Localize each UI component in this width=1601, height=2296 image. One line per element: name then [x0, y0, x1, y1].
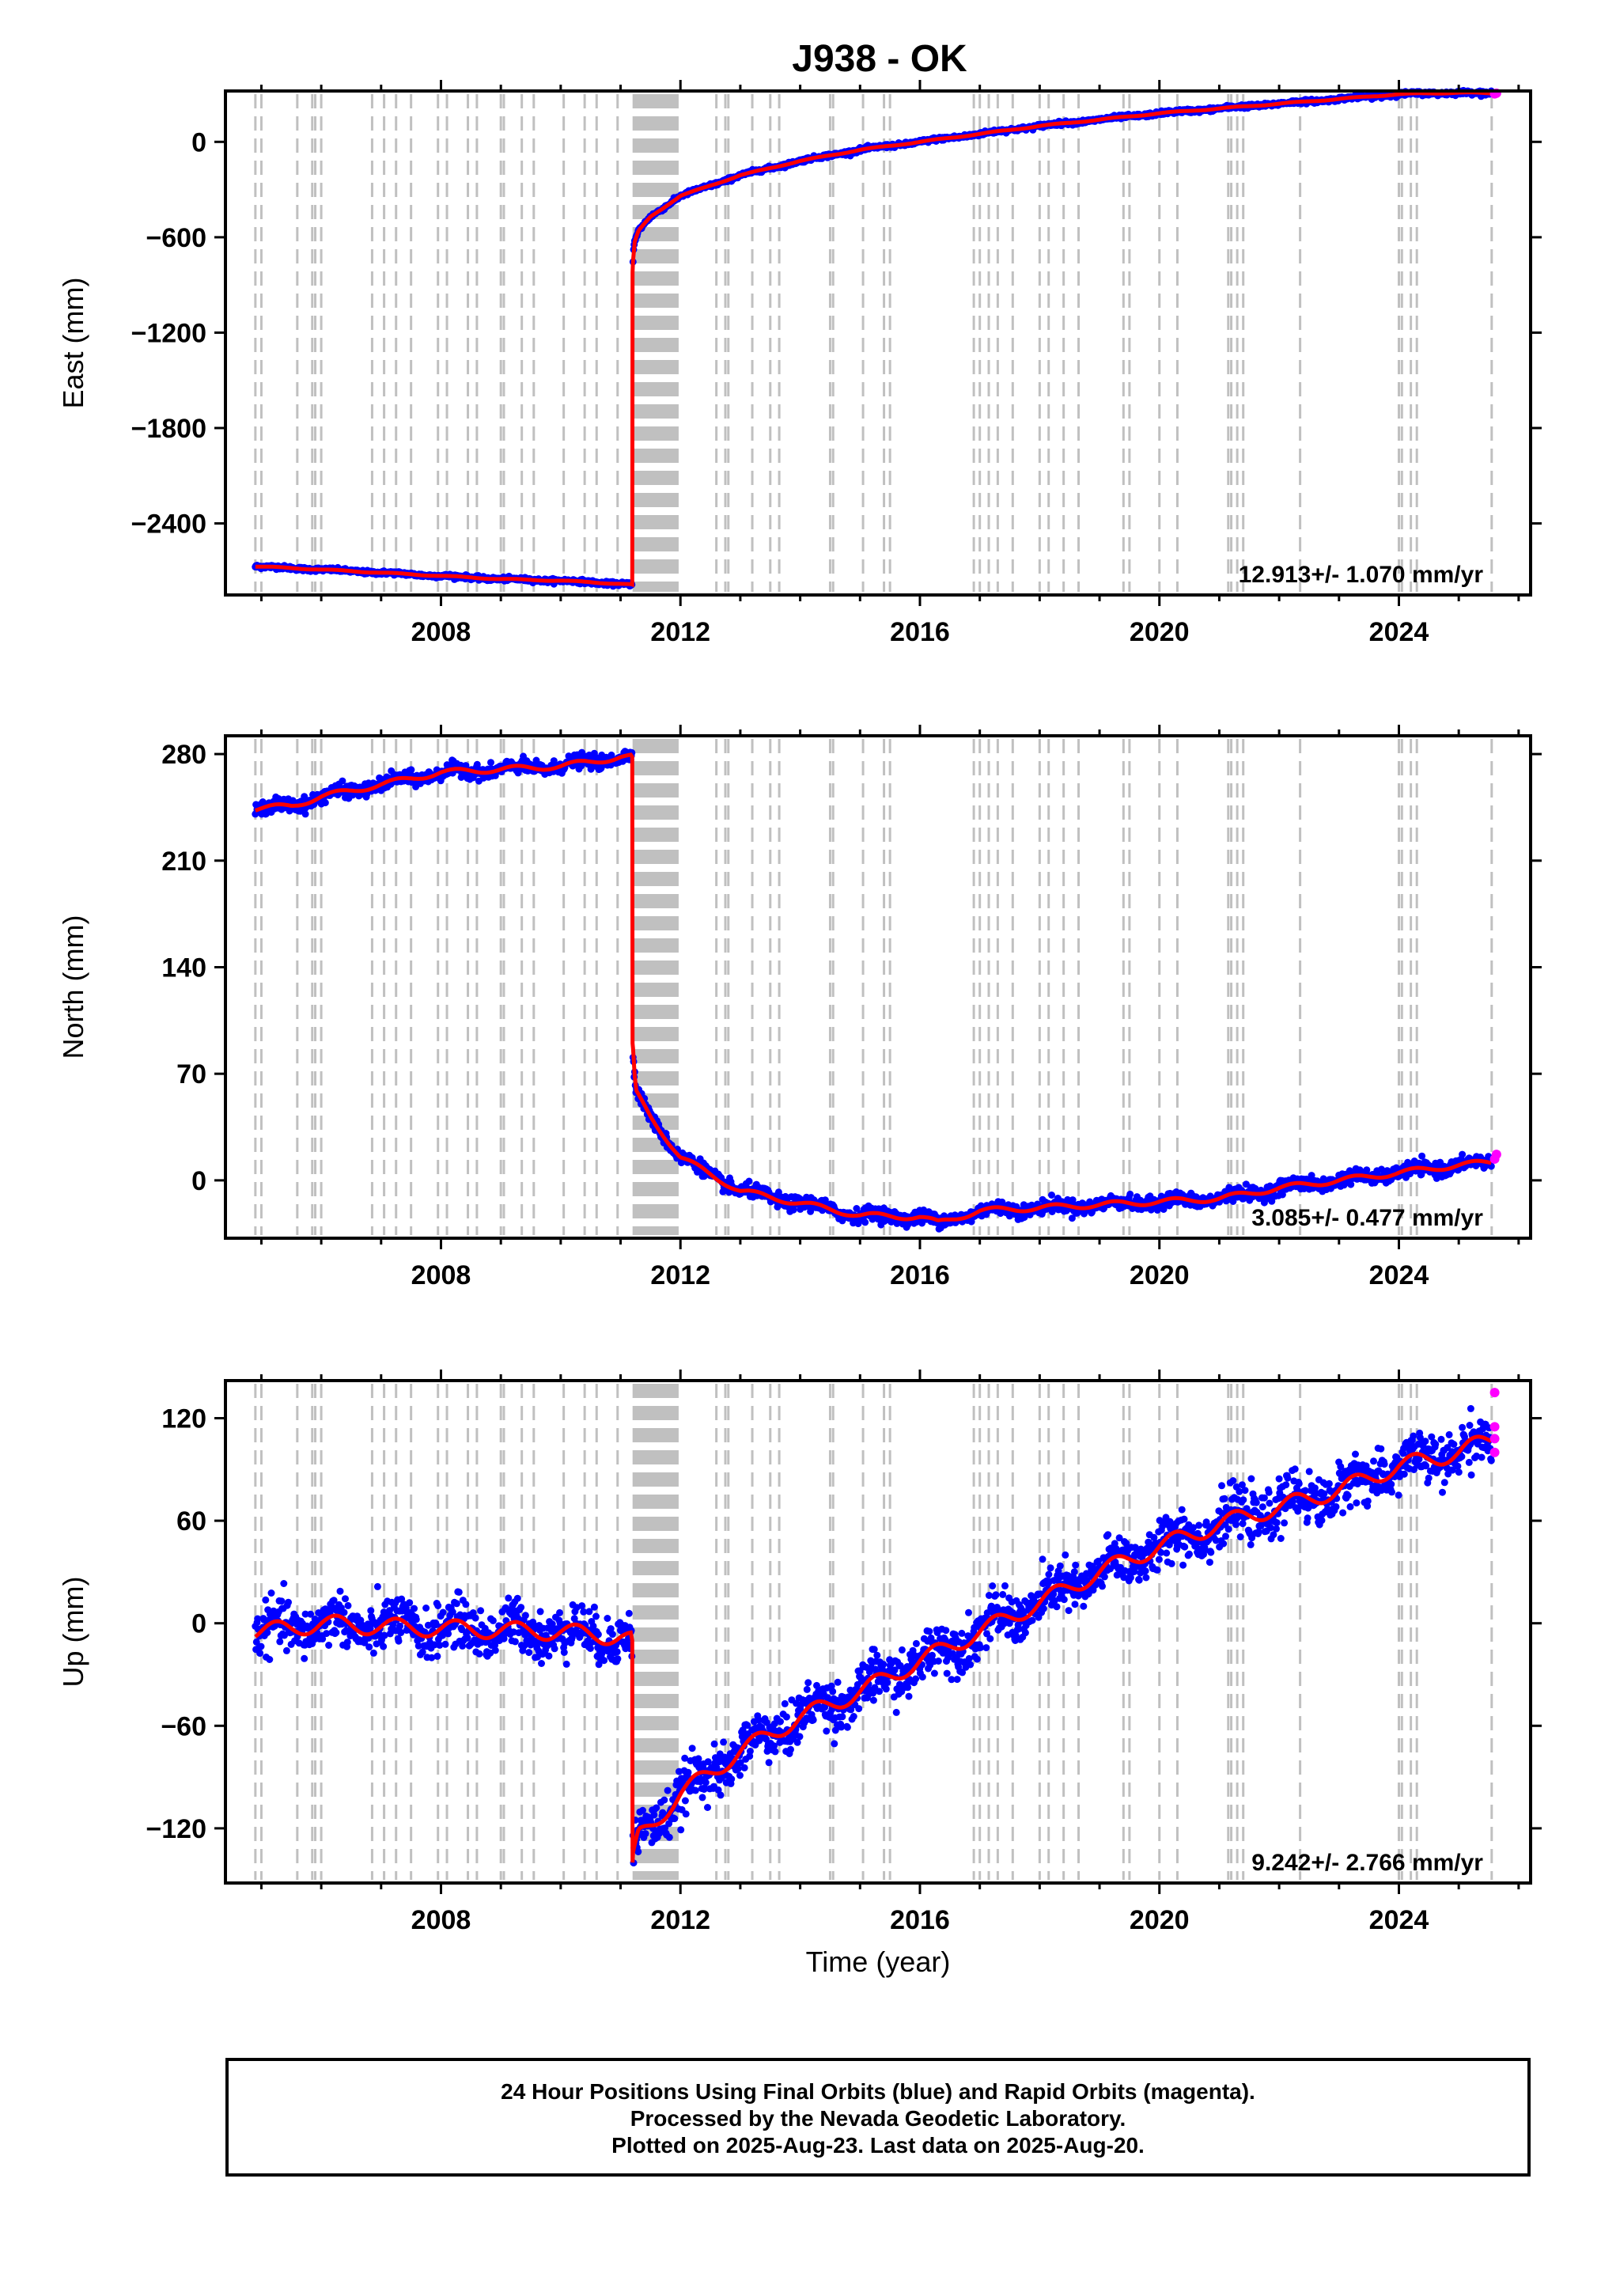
y-tick-label: 0 [191, 1166, 206, 1196]
event-lines [254, 94, 1493, 592]
panel-north: 2008 2012 2016 2020 2024 280 210 140 70 0 North (m… [57, 725, 1542, 1290]
data-point [861, 1218, 869, 1226]
data-point [262, 1596, 270, 1604]
data-point [301, 810, 309, 818]
x-tick-label: 2016 [890, 617, 950, 647]
x-tick-label: 2020 [1130, 1260, 1190, 1290]
data-point [332, 1629, 340, 1636]
data-point [1459, 1150, 1467, 1158]
y-tick-label: 140 [161, 953, 206, 983]
data-point [373, 1582, 381, 1590]
y-tick-label: −2400 [131, 510, 207, 540]
data-point [276, 1638, 284, 1646]
data-point [280, 1580, 288, 1587]
data-point [1126, 1190, 1134, 1198]
data-point [745, 1177, 753, 1185]
data-point [1347, 1180, 1355, 1188]
data-point [301, 1654, 308, 1662]
data-point [487, 759, 494, 767]
x-tick-label: 2008 [411, 617, 471, 647]
data-point [282, 1646, 290, 1654]
y-axis-label: East (mm) [57, 278, 89, 409]
model-line [255, 752, 1492, 1222]
data-point [266, 1656, 274, 1663]
rapid-point [1491, 1150, 1501, 1160]
x-tick-label: 2008 [411, 1260, 471, 1290]
data-point [344, 1601, 352, 1609]
x-tick-label: 2024 [1369, 1260, 1429, 1290]
y-tick-label: −1800 [131, 414, 207, 444]
y-tick-label: −600 [146, 223, 206, 253]
data-point [285, 1598, 292, 1606]
data-point [256, 1650, 264, 1658]
x-tick-label: 2012 [650, 617, 710, 647]
y-tick-label: −1200 [131, 318, 207, 348]
data-point [278, 1597, 286, 1605]
y-tick-label: 0 [191, 127, 206, 157]
rate-label: 12.913+/- 1.070 mm/yr [1239, 562, 1484, 588]
x-tick-label: 2012 [650, 1260, 710, 1290]
y-tick-label: 70 [176, 1059, 206, 1089]
y-tick-label: 280 [161, 740, 206, 770]
panel-east: 2008 2012 2016 2020 2024 0 −600 −1200 −1800 −2400… [57, 80, 1542, 647]
data-point [257, 1642, 265, 1650]
data-point [267, 1589, 275, 1597]
data-point [343, 1639, 351, 1646]
data-point [321, 799, 329, 807]
data-point [342, 1595, 349, 1603]
data-point [325, 1642, 333, 1649]
event-lines [254, 739, 1493, 1235]
plot-frame [224, 89, 1532, 597]
x-tick-label: 2016 [890, 1260, 950, 1290]
data-point [407, 766, 415, 774]
data-point [340, 1608, 348, 1616]
data-point [365, 1643, 373, 1651]
rate-label: 3.085+/- 0.477 mm/yr [1251, 1205, 1483, 1231]
model-line [255, 90, 1492, 588]
data-point [336, 1587, 344, 1595]
plot-frame [224, 734, 1532, 1240]
x-tick-label: 2020 [1130, 617, 1190, 647]
data-point [369, 1649, 377, 1657]
data-point [380, 1642, 388, 1650]
y-axis-label: North (mm) [57, 915, 89, 1059]
y-tick-label: 210 [161, 847, 206, 877]
data-point [1048, 1192, 1055, 1199]
x-tick-label: 2024 [1369, 617, 1429, 647]
